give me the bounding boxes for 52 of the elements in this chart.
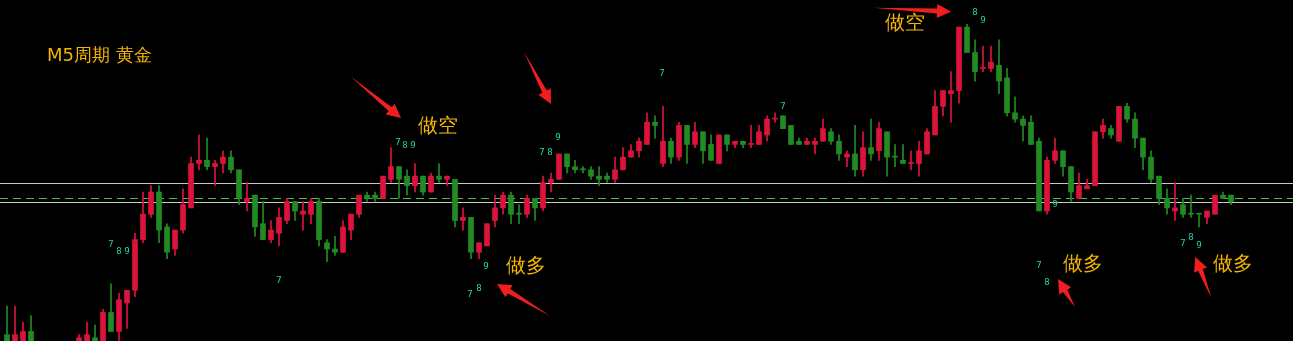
annotation: 7 bbox=[467, 288, 473, 299]
candlestick bbox=[436, 163, 442, 183]
annotation: 做空 bbox=[885, 10, 925, 34]
text: 8 bbox=[972, 6, 978, 17]
candlestick bbox=[1196, 212, 1202, 228]
annotation: 做多 bbox=[1063, 251, 1103, 275]
candlestick bbox=[980, 45, 986, 72]
annotation: 7 bbox=[659, 67, 665, 78]
annotation: 9 bbox=[410, 139, 416, 150]
annotation: 8 bbox=[116, 245, 122, 256]
annotation: 7 bbox=[780, 100, 786, 111]
annotation: 8 bbox=[476, 282, 482, 293]
candlestick bbox=[12, 305, 18, 341]
annotation: 7 bbox=[108, 238, 114, 249]
annotation: 7 bbox=[395, 136, 401, 147]
annotation: 8 bbox=[547, 146, 553, 157]
annotation: 7 bbox=[276, 274, 282, 285]
candlestick bbox=[332, 236, 338, 256]
candlestick bbox=[92, 324, 98, 341]
candlestick bbox=[1188, 194, 1194, 218]
candlestick bbox=[212, 159, 218, 186]
candlestick bbox=[244, 182, 250, 212]
candlestick bbox=[900, 144, 906, 164]
candlestick bbox=[204, 137, 210, 171]
candlestick bbox=[460, 207, 466, 231]
annotation: 9 bbox=[1052, 198, 1058, 209]
annotation: 7 bbox=[539, 146, 545, 157]
candlestick bbox=[868, 118, 874, 161]
candlestick bbox=[596, 166, 602, 186]
annotation: 9 bbox=[483, 260, 489, 271]
annotation: 7 bbox=[1036, 259, 1042, 270]
annotation: 做空 bbox=[418, 113, 458, 137]
annotation: 8 bbox=[402, 139, 408, 150]
candlestick bbox=[748, 125, 754, 148]
annotation: 9 bbox=[124, 245, 130, 256]
annotation: 做多 bbox=[506, 253, 546, 277]
candlestick bbox=[196, 134, 202, 171]
annotation: 8 bbox=[1188, 231, 1194, 242]
candlestick bbox=[4, 305, 10, 341]
annotation: 9 bbox=[1196, 239, 1202, 250]
text: M5周期 黄金 bbox=[47, 44, 152, 65]
candlestick bbox=[300, 201, 306, 231]
candlestick bbox=[948, 71, 954, 123]
annotation: 7 bbox=[1180, 237, 1186, 248]
annotation: 9 bbox=[980, 14, 986, 25]
annotation: 9 bbox=[555, 131, 561, 142]
candlestick bbox=[516, 204, 522, 225]
annotation: 做多 bbox=[1213, 251, 1253, 275]
candlestick bbox=[908, 150, 914, 171]
annotation: 8 bbox=[1044, 276, 1050, 287]
candlestick bbox=[548, 172, 554, 193]
candlestick bbox=[652, 115, 658, 139]
